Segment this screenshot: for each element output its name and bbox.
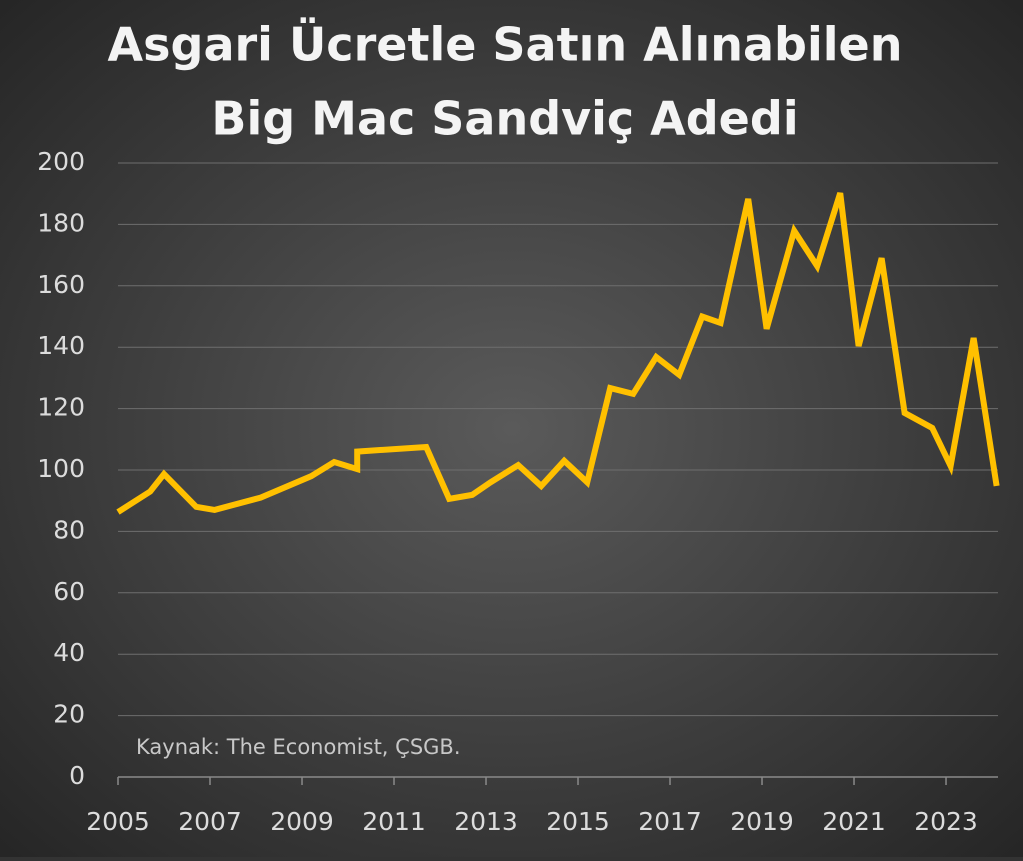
- y-tick-label: 180: [37, 208, 85, 237]
- y-tick-label: 60: [53, 577, 85, 606]
- y-tick-label: 0: [69, 761, 85, 790]
- y-tick-label: 120: [37, 393, 85, 422]
- x-tick-label: 2017: [638, 807, 702, 836]
- y-tick-label: 160: [37, 270, 85, 299]
- y-tick-label: 200: [37, 147, 85, 176]
- x-tick-label: 2021: [822, 807, 886, 836]
- y-tick-label: 80: [53, 515, 85, 544]
- data-line: [116, 192, 1000, 515]
- x-tick-label: 2013: [454, 807, 518, 836]
- x-tick-label: 2015: [546, 807, 610, 836]
- annotation: Kaynak: The Economist, ÇSGB.: [136, 735, 461, 759]
- y-tick-label: 140: [37, 331, 85, 360]
- x-tick-label: 2009: [270, 807, 334, 836]
- chart-title: Big Mac Sandviç Adedi: [211, 92, 798, 146]
- x-tick-label: 2011: [362, 807, 426, 836]
- x-tick-label: 2023: [914, 807, 978, 836]
- x-tick-label: 2005: [86, 807, 150, 836]
- x-tick-label: 2019: [730, 807, 794, 836]
- y-tick-label: 20: [53, 700, 85, 729]
- x-tick-label: 2007: [178, 807, 242, 836]
- y-tick-label: 100: [37, 454, 85, 483]
- chart-title: Asgari Ücretle Satın Alınabilen: [108, 18, 903, 72]
- y-tick-label: 40: [53, 638, 85, 667]
